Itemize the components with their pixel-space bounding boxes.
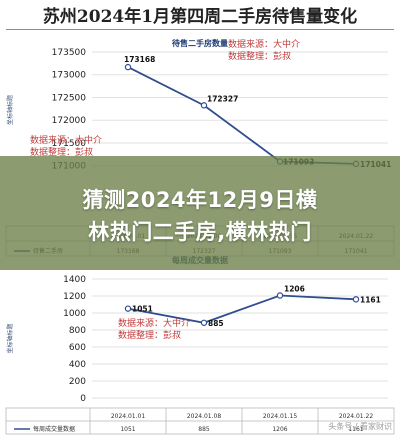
x-tick-label: 2024.01.08 xyxy=(187,413,222,420)
headline-banner xyxy=(0,156,400,270)
table-cell: 1051 xyxy=(120,426,135,433)
chart-title-1: 待售二手房数量 xyxy=(171,38,228,48)
table-cell: 1161 xyxy=(348,426,363,433)
y-tick-label: 1400 xyxy=(63,275,86,285)
y-tick-label: 1200 xyxy=(63,292,86,302)
data-point xyxy=(200,102,208,109)
data-point xyxy=(124,63,132,71)
data-label: 1161 xyxy=(360,295,381,304)
headline: 猜测2024年12月9日横 林热门二手房,横林热门 xyxy=(6,184,394,248)
headline-line-2: 林热门二手房,横林热门 xyxy=(88,220,312,244)
data-label: 1051 xyxy=(132,305,153,314)
data-point xyxy=(276,292,284,299)
table-cell: 885 xyxy=(198,426,210,433)
watermark-editor: 数据整理：彭叔 xyxy=(118,329,181,341)
y-tick-label: 172000 xyxy=(52,116,87,126)
source-credit: 头条号 / 看家财识 xyxy=(328,422,392,431)
data-point xyxy=(200,319,208,326)
series-line-1 xyxy=(127,66,357,165)
y-tick-label: 173500 xyxy=(52,48,87,58)
data-label: 885 xyxy=(208,319,224,328)
y-tick-label: 1000 xyxy=(63,309,86,319)
y-tick-label: 171500 xyxy=(52,139,87,149)
y-tick-label: 400 xyxy=(69,360,86,370)
headline-line-1: 猜测2024年12月9日横 xyxy=(82,188,318,212)
data-label: 173168 xyxy=(124,55,155,64)
x-tick-label: 2024.01.22 xyxy=(339,413,374,420)
table-cell: 1206 xyxy=(272,426,287,433)
data-label: 1206 xyxy=(284,284,305,293)
y-tick-label: 0 xyxy=(80,394,86,404)
page-title: 苏州2024年1月第四周二手房待售量变化 xyxy=(42,7,358,27)
data-point xyxy=(124,305,132,312)
watermark-editor: 数据整理：彭叔 xyxy=(228,50,291,62)
y-tick-label: 600 xyxy=(69,343,86,353)
watermark-source: 数据来源：大中介 xyxy=(118,317,190,329)
y-tick-label: 172500 xyxy=(52,93,87,103)
y-axis-title-2: 坐标轴标题 xyxy=(6,323,14,353)
title-divider xyxy=(6,29,394,30)
series-line-2 xyxy=(127,294,357,324)
y-axis-title-1: 坐标轴标题 xyxy=(6,95,14,125)
x-tick-label: 2024.01.01 xyxy=(111,413,146,420)
y-tick-label: 200 xyxy=(69,377,86,387)
watermark-source: 数据来源：大中介 xyxy=(228,38,300,50)
watermark-source: 数据来源：大中介 xyxy=(30,134,102,146)
data-point xyxy=(352,296,360,303)
data-label: 172327 xyxy=(207,94,238,103)
x-tick-label: 2024.01.15 xyxy=(263,413,298,420)
y-tick-label: 800 xyxy=(69,326,86,336)
watermark-editor: 数据整理：彭叔 xyxy=(30,146,93,158)
table-row-label: 每周成交量数据 xyxy=(33,425,75,433)
y-tick-label: 173000 xyxy=(52,71,87,81)
